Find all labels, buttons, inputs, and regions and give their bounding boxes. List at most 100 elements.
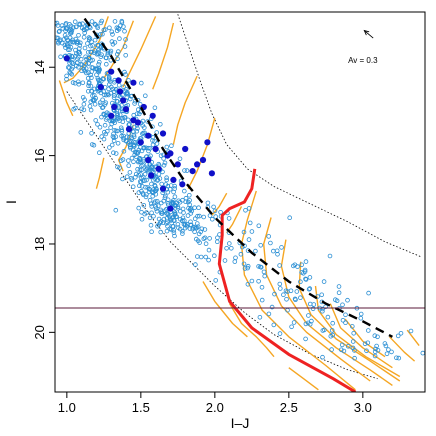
data-point-open — [162, 160, 168, 166]
data-point-open — [150, 138, 155, 143]
data-point-open — [169, 220, 174, 226]
highlight-track — [217, 168, 357, 392]
data-point-open — [182, 168, 187, 173]
y-tick-label: 20 — [32, 325, 47, 339]
data-point-open — [147, 215, 153, 221]
data-point-open — [206, 247, 212, 253]
data-point-open — [303, 259, 309, 264]
data-point-open — [147, 146, 153, 151]
data-point-open — [68, 71, 73, 76]
data-point-open — [128, 94, 134, 99]
data-point-open — [95, 122, 100, 127]
data-point-open — [336, 284, 342, 289]
data-point-open — [306, 313, 311, 318]
data-point-open — [129, 155, 135, 161]
data-point-open — [138, 172, 143, 177]
data-point-open — [86, 60, 91, 66]
data-point-open — [76, 50, 82, 55]
data-point-open — [76, 79, 81, 85]
data-point-filled — [155, 165, 162, 172]
data-point-open — [70, 37, 75, 43]
data-point-open — [227, 241, 232, 246]
data-point-open — [211, 204, 216, 210]
data-point-open — [281, 292, 286, 298]
x-tick-label: 2.0 — [206, 400, 224, 415]
reddening-vector-arrowhead — [363, 29, 370, 36]
data-point-open — [155, 177, 161, 182]
data-point-open — [80, 80, 86, 86]
data-point-open — [69, 53, 74, 59]
data-point-open — [156, 203, 161, 209]
data-point-open — [69, 66, 75, 72]
data-point-open — [139, 167, 145, 173]
data-point-open — [92, 101, 98, 107]
data-point-open — [136, 107, 141, 112]
data-point-open — [112, 19, 118, 24]
data-point-open — [98, 54, 104, 59]
data-point-open — [180, 197, 185, 203]
data-point-open — [253, 248, 258, 254]
data-point-open — [86, 81, 92, 86]
evolution-track-19 — [388, 336, 416, 362]
data-point-open — [164, 228, 170, 234]
y-tick-label: 14 — [32, 60, 47, 74]
data-point-open — [132, 101, 137, 106]
data-point-open — [86, 89, 91, 94]
data-point-open — [64, 73, 69, 79]
data-point-open — [343, 320, 348, 326]
data-point-open — [105, 129, 110, 134]
data-point-open — [328, 333, 334, 339]
data-point-filled — [194, 161, 201, 168]
data-point-open — [398, 330, 404, 336]
data-point-open — [153, 186, 159, 191]
data-point-open — [132, 124, 137, 130]
data-point-open — [303, 336, 308, 342]
data-point-open — [168, 218, 174, 223]
data-point-open — [372, 333, 378, 339]
data-point-open — [59, 40, 65, 46]
data-point-open — [289, 324, 294, 330]
data-point-open — [129, 177, 135, 183]
data-point-open — [137, 111, 142, 117]
data-point-open — [277, 286, 283, 291]
data-point-filled — [189, 168, 196, 175]
data-point-open — [115, 99, 120, 104]
data-point-open — [147, 187, 152, 192]
data-point-open — [90, 98, 96, 103]
data-point-open — [172, 183, 178, 189]
data-point-open — [90, 65, 96, 71]
data-point-open — [65, 47, 71, 52]
data-point-open — [290, 263, 296, 269]
axes: 1.0 1.5 2.0 2.5 3.0 14 16 18 20 — [32, 60, 372, 415]
data-point-open — [202, 227, 208, 232]
data-point-open — [89, 19, 95, 24]
data-point-open — [386, 347, 391, 352]
data-point-open — [73, 47, 78, 53]
data-point-open — [172, 210, 178, 216]
data-point-filled — [179, 181, 186, 188]
data-point-open — [107, 25, 112, 31]
data-point-open — [327, 253, 333, 259]
data-point-open — [246, 237, 252, 242]
data-point-open — [123, 37, 128, 42]
data-point-open — [180, 228, 185, 234]
data-point-open — [139, 80, 144, 86]
data-point-open — [139, 184, 145, 189]
data-point-open — [111, 138, 117, 144]
data-point-open — [319, 292, 325, 298]
data-point-open — [246, 206, 252, 211]
data-point-open — [108, 125, 113, 130]
data-point-open — [103, 55, 109, 61]
data-point-open — [329, 347, 334, 352]
data-point-open — [154, 199, 160, 204]
data-point-open — [277, 281, 283, 287]
data-point-open — [307, 286, 313, 291]
data-point-open — [193, 262, 198, 267]
evolution-track-5 — [172, 75, 198, 145]
data-point-open — [103, 27, 108, 32]
data-point-open — [115, 128, 120, 134]
data-point-open — [303, 321, 309, 327]
data-point-open — [132, 142, 137, 148]
data-point-open — [172, 194, 178, 200]
data-point-open — [187, 193, 192, 198]
